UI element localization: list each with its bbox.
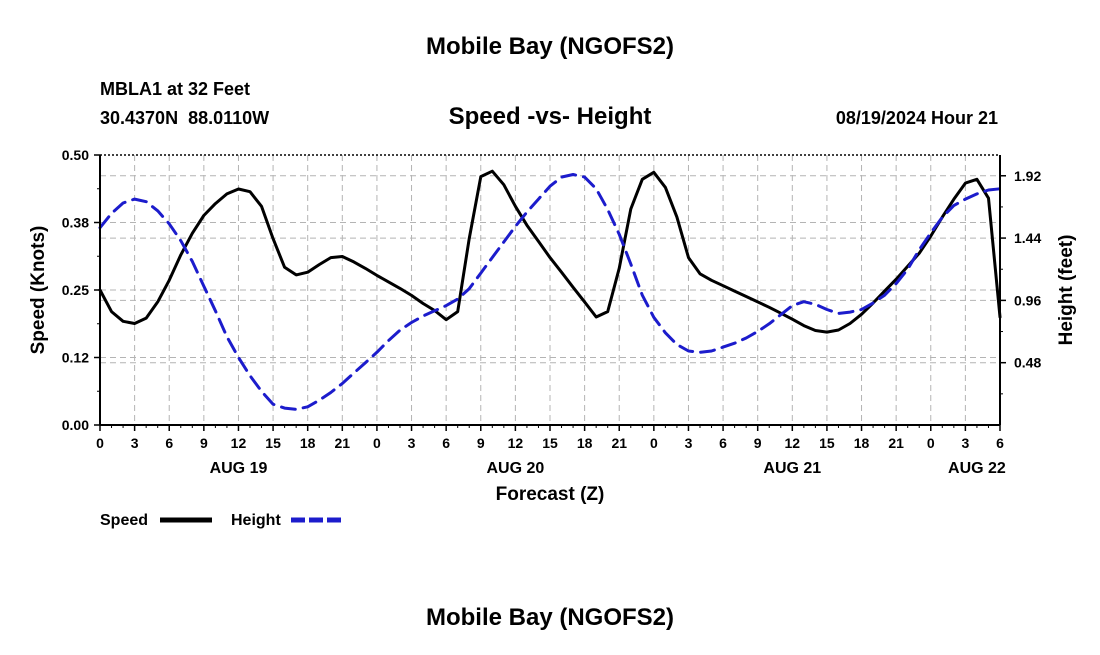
- y-left-tick-label: 0.38: [62, 215, 89, 231]
- x-tick-label: 12: [785, 435, 801, 451]
- y-axis-left: 0.00 0.12 0.25 0.38 0.50: [62, 147, 100, 433]
- x-tick-label: 9: [477, 435, 485, 451]
- x-tick-label: 12: [231, 435, 247, 451]
- y-axis-right-label: Height (feet): [1056, 235, 1077, 346]
- y-right-tick-label: 1.92: [1014, 168, 1041, 184]
- x-tick-label: 21: [335, 435, 351, 451]
- station-name: MBLA1 at 32 Feet: [100, 79, 250, 99]
- x-tick-label: 0: [927, 435, 935, 451]
- page-title: Mobile Bay (NGOFS2): [426, 33, 674, 60]
- series-speed-line: [98, 169, 1002, 334]
- x-tick-label: 12: [508, 435, 524, 451]
- x-tick-label: 21: [611, 435, 627, 451]
- y-left-tick-label: 0.12: [62, 350, 89, 366]
- x-tick-label: 0: [373, 435, 381, 451]
- x-tick-label: 0: [96, 435, 104, 451]
- x-tick-label: 6: [996, 435, 1004, 451]
- x-tick-label: 18: [577, 435, 593, 451]
- x-tick-label: 3: [131, 435, 139, 451]
- y-right-tick-label: 0.48: [1014, 355, 1041, 371]
- x-tick-label: 9: [200, 435, 208, 451]
- forecast-timestamp: 08/19/2024 Hour 21: [836, 108, 998, 128]
- x-tick-label: 0: [650, 435, 658, 451]
- date-label: AUG 20: [486, 460, 544, 477]
- y-left-tick-label: 0.50: [62, 147, 89, 163]
- x-axis-label: Forecast (Z): [496, 484, 605, 505]
- date-label: AUG 21: [763, 460, 821, 477]
- y-right-tick-label: 1.44: [1014, 230, 1041, 246]
- x-tick-label: 3: [408, 435, 416, 451]
- date-label: AUG 22: [948, 460, 1006, 477]
- x-tick-label: 15: [542, 435, 558, 451]
- legend-height-label: Height: [231, 512, 281, 529]
- legend: Speed Height: [100, 512, 343, 529]
- x-tick-label: 6: [165, 435, 173, 451]
- station-coordinates: 30.4370N 88.0110W: [100, 108, 269, 128]
- y-right-tick-label: 0.96: [1014, 292, 1041, 308]
- x-tick-label: 15: [265, 435, 281, 451]
- x-tick-label: 18: [854, 435, 870, 451]
- grid: [100, 155, 1000, 425]
- x-tick-label: 18: [300, 435, 316, 451]
- y-axis-right: 0.48 0.96 1.44 1.92: [1000, 168, 1041, 395]
- footer-title: Mobile Bay (NGOFS2): [426, 604, 674, 631]
- x-tick-label: 6: [719, 435, 727, 451]
- date-label: AUG 19: [210, 460, 268, 477]
- x-tick-label: 6: [442, 435, 450, 451]
- x-tick-label: 3: [961, 435, 969, 451]
- series-height-line: [98, 173, 1002, 411]
- legend-speed-label: Speed: [100, 512, 148, 529]
- series-lines: [98, 169, 1002, 411]
- y-left-tick-label: 0.25: [62, 282, 89, 298]
- chart-title: Speed -vs- Height: [449, 103, 652, 130]
- x-tick-label: 3: [685, 435, 693, 451]
- x-axis: 0 3 6 9 12 15 18 21 0 3 6 9 12 15 18 21 0 3 6 9 12 15 18 21 0 3 6 A…: [96, 425, 1006, 477]
- x-tick-label: 9: [754, 435, 762, 451]
- x-tick-label: 15: [819, 435, 835, 451]
- x-tick-label: 21: [888, 435, 904, 451]
- y-left-tick-label: 0.00: [62, 417, 89, 433]
- y-axis-left-label: Speed (Knots): [28, 226, 49, 355]
